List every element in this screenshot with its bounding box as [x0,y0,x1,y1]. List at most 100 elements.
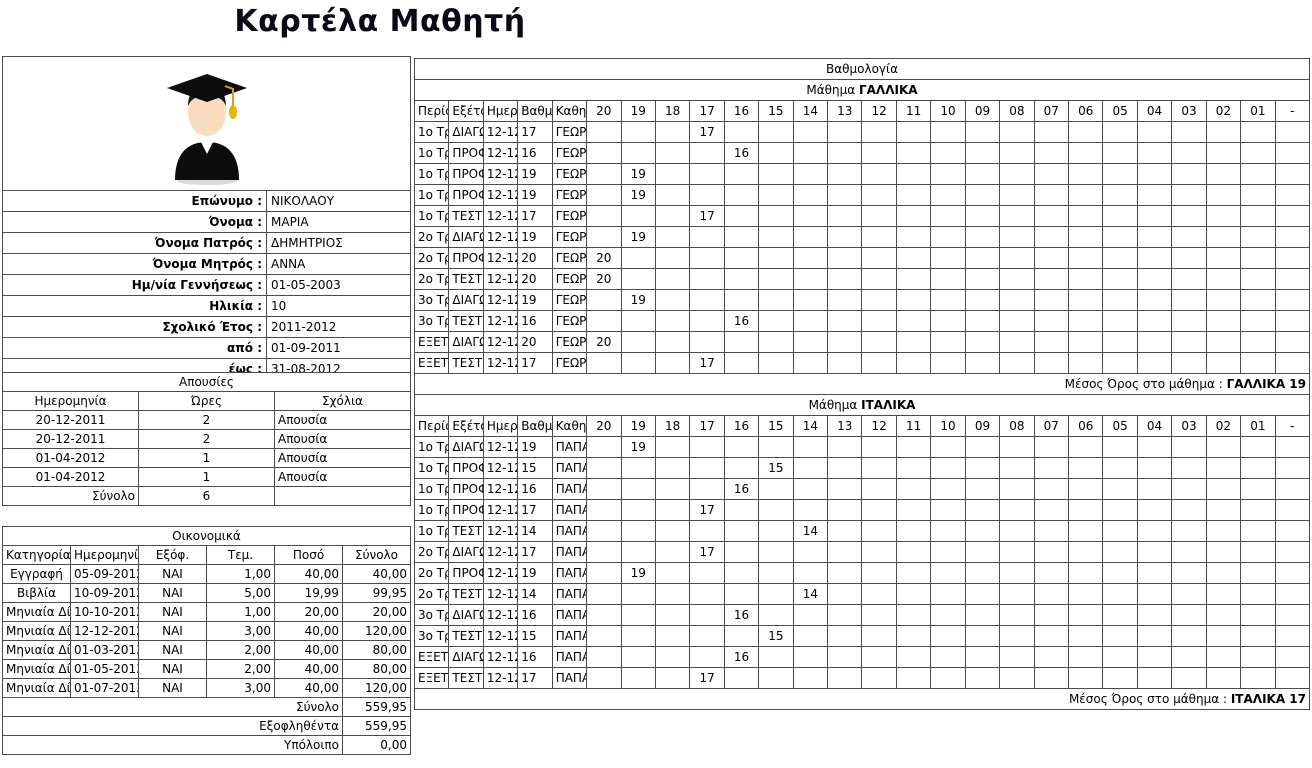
grade-bar-tail [895,604,932,626]
grade-bar-mark: 19 [620,226,656,248]
finance-total: 20,00 [342,602,411,622]
finance-date: 12-12-2012 [70,621,139,641]
grade-bar-empty [654,667,691,689]
grade-bar-tail [792,331,829,353]
finance-row: Μηνιαία Δίδακτρα01-05-2013ΝΑΙ2,0040,0080… [2,659,411,679]
grade-bar-tail [1240,604,1276,626]
student-info-value-6: 2011-2012 [266,316,411,338]
grade-bar-empty [620,457,656,479]
grade-bar-tail [999,310,1035,332]
scale-col-09: 09 [964,415,1001,437]
grade-bar-tail [964,604,1001,626]
grade-bar-tail [1102,667,1138,689]
student-info-value-2: ΔΗΜΗΤΡΙΟΣ [266,232,411,254]
grade-bar-tail [1033,289,1070,311]
grade-bar-tail [758,646,794,668]
finance-col-date: Ημερομηνία [70,545,139,565]
grade-bar-tail [1068,289,1104,311]
grade-bar-tail [1033,142,1070,164]
scale-col-20: 20 [586,100,622,122]
grade-bar-tail [792,625,829,647]
finance-table: Οικονομικά Κατηγορία Ημερομηνία Εξόφ. Τε… [2,526,411,755]
student-info-row: Όνομα Μητρός : ANNA [2,253,411,275]
grade-row: 1ο ΤρίμηνοΔΙΑΓΩΝΙΣΜΑ12-12-201119ΠΑΠΑΔΗΜΑ… [413,436,1311,458]
finance-qty: 1,00 [206,602,275,622]
grade-bar-tail [1274,352,1311,374]
grade-row: 1ο ΤρίμηνοΠΡΟΦΟΡΙΚΑ12-12-201115ΠΑΠΑΔΗΜΑ … [413,457,1311,479]
grade-bar-tail [999,667,1035,689]
grade-bar-tail [964,121,1001,143]
grade-value: 19 [517,436,553,458]
grade-bar-tail [1274,520,1311,542]
grade-exam: ΠΡΟΦΟΡΙΚΑ [448,247,484,269]
grade-date: 12-12-2011 [482,436,519,458]
absences-total: Σύνολο 6 [2,486,411,506]
grade-bar-tail [654,268,691,290]
grade-date: 12-12-2011 [482,310,519,332]
grade-date: 12-12-2011 [482,121,519,143]
finance-total: 120,00 [342,678,411,698]
grade-period: 2ο Τρίμηνο [413,583,450,605]
scale-col--: - [1274,100,1311,122]
grade-bar-tail [999,184,1035,206]
grade-bar-tail [861,163,897,185]
grade-period: 2ο Τρίμηνο [413,268,450,290]
grade-bar-empty [723,625,760,647]
absences-panel: Απουσίες Ημερομηνία Ώρες Σχόλια 20-12-20… [2,372,411,506]
grade-date: 12-12-2011 [482,205,519,227]
grade-bar-tail [895,352,932,374]
grade-bar-tail [1033,331,1070,353]
student-info-label-2: Όνομα Πατρός : [2,232,267,254]
grade-row: 2ο ΤρίμηνοΔΙΑΓΩΝΙΣΜΑ12-12-201119ΓΕΩΡΓΙΟΣ… [413,226,1311,248]
finance-date: 05-09-2012 [70,564,139,584]
grade-bar-tail [964,478,1001,500]
scale-col-07: 07 [1033,415,1070,437]
grade-period: ΕΞΕΤΑΣΕΙΣ [413,646,450,668]
student-info-row: από :01-09-2011 [2,337,411,359]
grade-bar-tail [1102,184,1138,206]
grade-row: 2ο ΤρίμηνοΔΙΑΓΩΝΙΣΜΑ12-12-201117ΠΑΠΑΔΗΜΑ… [413,541,1311,563]
grade-bar-tail [1102,457,1138,479]
grade-bar-tail [758,268,794,290]
grade-date: 12-12-2011 [482,604,519,626]
grade-bar-tail [1240,646,1276,668]
grade-value: 17 [517,205,553,227]
grade-bar-tail [758,562,794,584]
subject-name: ΓΑΛΛΙΚΑ [859,83,918,97]
absence-comment: Απουσία [274,467,411,487]
grade-bar-tail [758,184,794,206]
grade-bar-tail [1102,205,1138,227]
grade-exam: ΔΙΑΓΩΝΙΣΜΑ [448,121,484,143]
grade-bar-tail [1136,562,1173,584]
grade-bar-tail [964,205,1001,227]
grade-bar-tail [895,499,932,521]
scale-col-07: 07 [1033,100,1070,122]
grade-bar-tail [964,541,1001,563]
grade-bar-empty [586,562,622,584]
grade-bar-tail [1171,478,1207,500]
grade-value: 19 [517,184,553,206]
grade-bar-tail [1068,457,1104,479]
grade-exam: ΠΡΟΦΟΡΙΚΑ [448,499,484,521]
grade-bar-tail [895,436,932,458]
grade-bar-mark: 16 [723,604,760,626]
finance-summary-row: Εξοφληθέντα 559,95 [2,716,411,736]
finance-title: Οικονομικά [2,526,411,546]
grade-bar-tail [964,289,1001,311]
grade-bar-tail [827,142,863,164]
grade-bar-empty [620,142,656,164]
grade-bar-mark: 17 [689,121,725,143]
grade-bar-tail [1205,562,1242,584]
scale-col-18: 18 [654,415,691,437]
grade-bar-tail [1033,541,1070,563]
grade-bar-tail [1102,436,1138,458]
subject-title-row: Μάθημα ΙΤΑΛΙΚΑ [414,394,1310,416]
grade-bar-tail [792,310,829,332]
grade-bar-tail [689,226,725,248]
grade-value: 19 [517,226,553,248]
grade-row: 1ο ΤρίμηνοΔΙΑΓΩΝΙΣΜΑ12-12-201117ΓΕΩΡΓΙΟΣ… [413,121,1311,143]
grade-bar-tail [723,268,760,290]
grade-bar-tail [1240,226,1276,248]
